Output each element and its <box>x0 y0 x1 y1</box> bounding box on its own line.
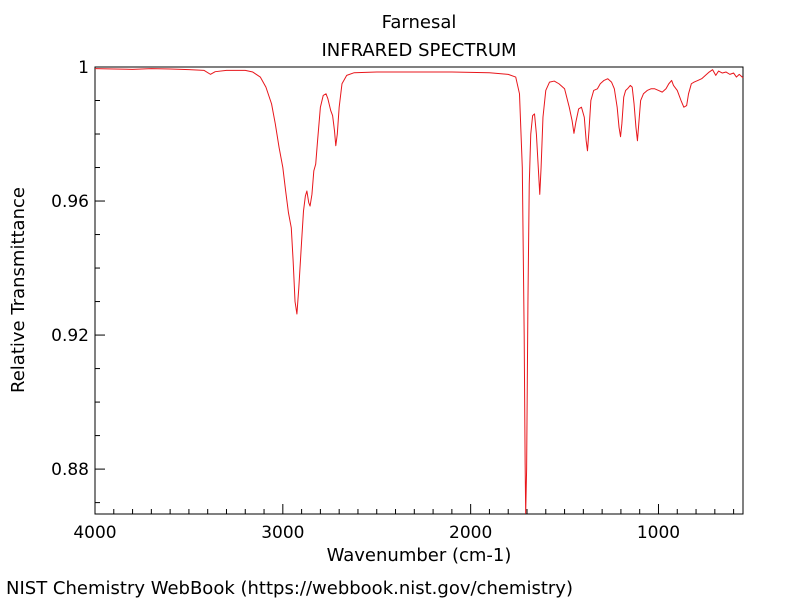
spectrum-series-line <box>94 68 744 514</box>
x-tick-label: 1000 <box>637 523 680 543</box>
x-tick-label: 4000 <box>73 523 116 543</box>
y-tick-label: 1 <box>78 58 89 78</box>
y-tick-label: 0.96 <box>51 192 89 212</box>
y-tick-label: 0.88 <box>51 460 89 480</box>
x-tick-label: 2000 <box>449 523 492 543</box>
source-credit: NIST Chemistry WebBook (https://webbook.… <box>6 578 573 599</box>
x-tick-label: 3000 <box>261 523 304 543</box>
plot-area-frame <box>94 66 744 515</box>
y-axis-label: Relative Transmittance <box>8 187 29 393</box>
tick-labels: 4000 3000 2000 1000 1 0.96 0.92 0.88 <box>51 58 680 543</box>
axis-ticks <box>94 66 735 514</box>
chart-title: Farnesal <box>382 12 457 33</box>
x-axis-label: Wavenumber (cm-1) <box>327 545 512 566</box>
chart-subtitle: INFRARED SPECTRUM <box>321 40 516 61</box>
y-tick-label: 0.92 <box>51 326 89 346</box>
